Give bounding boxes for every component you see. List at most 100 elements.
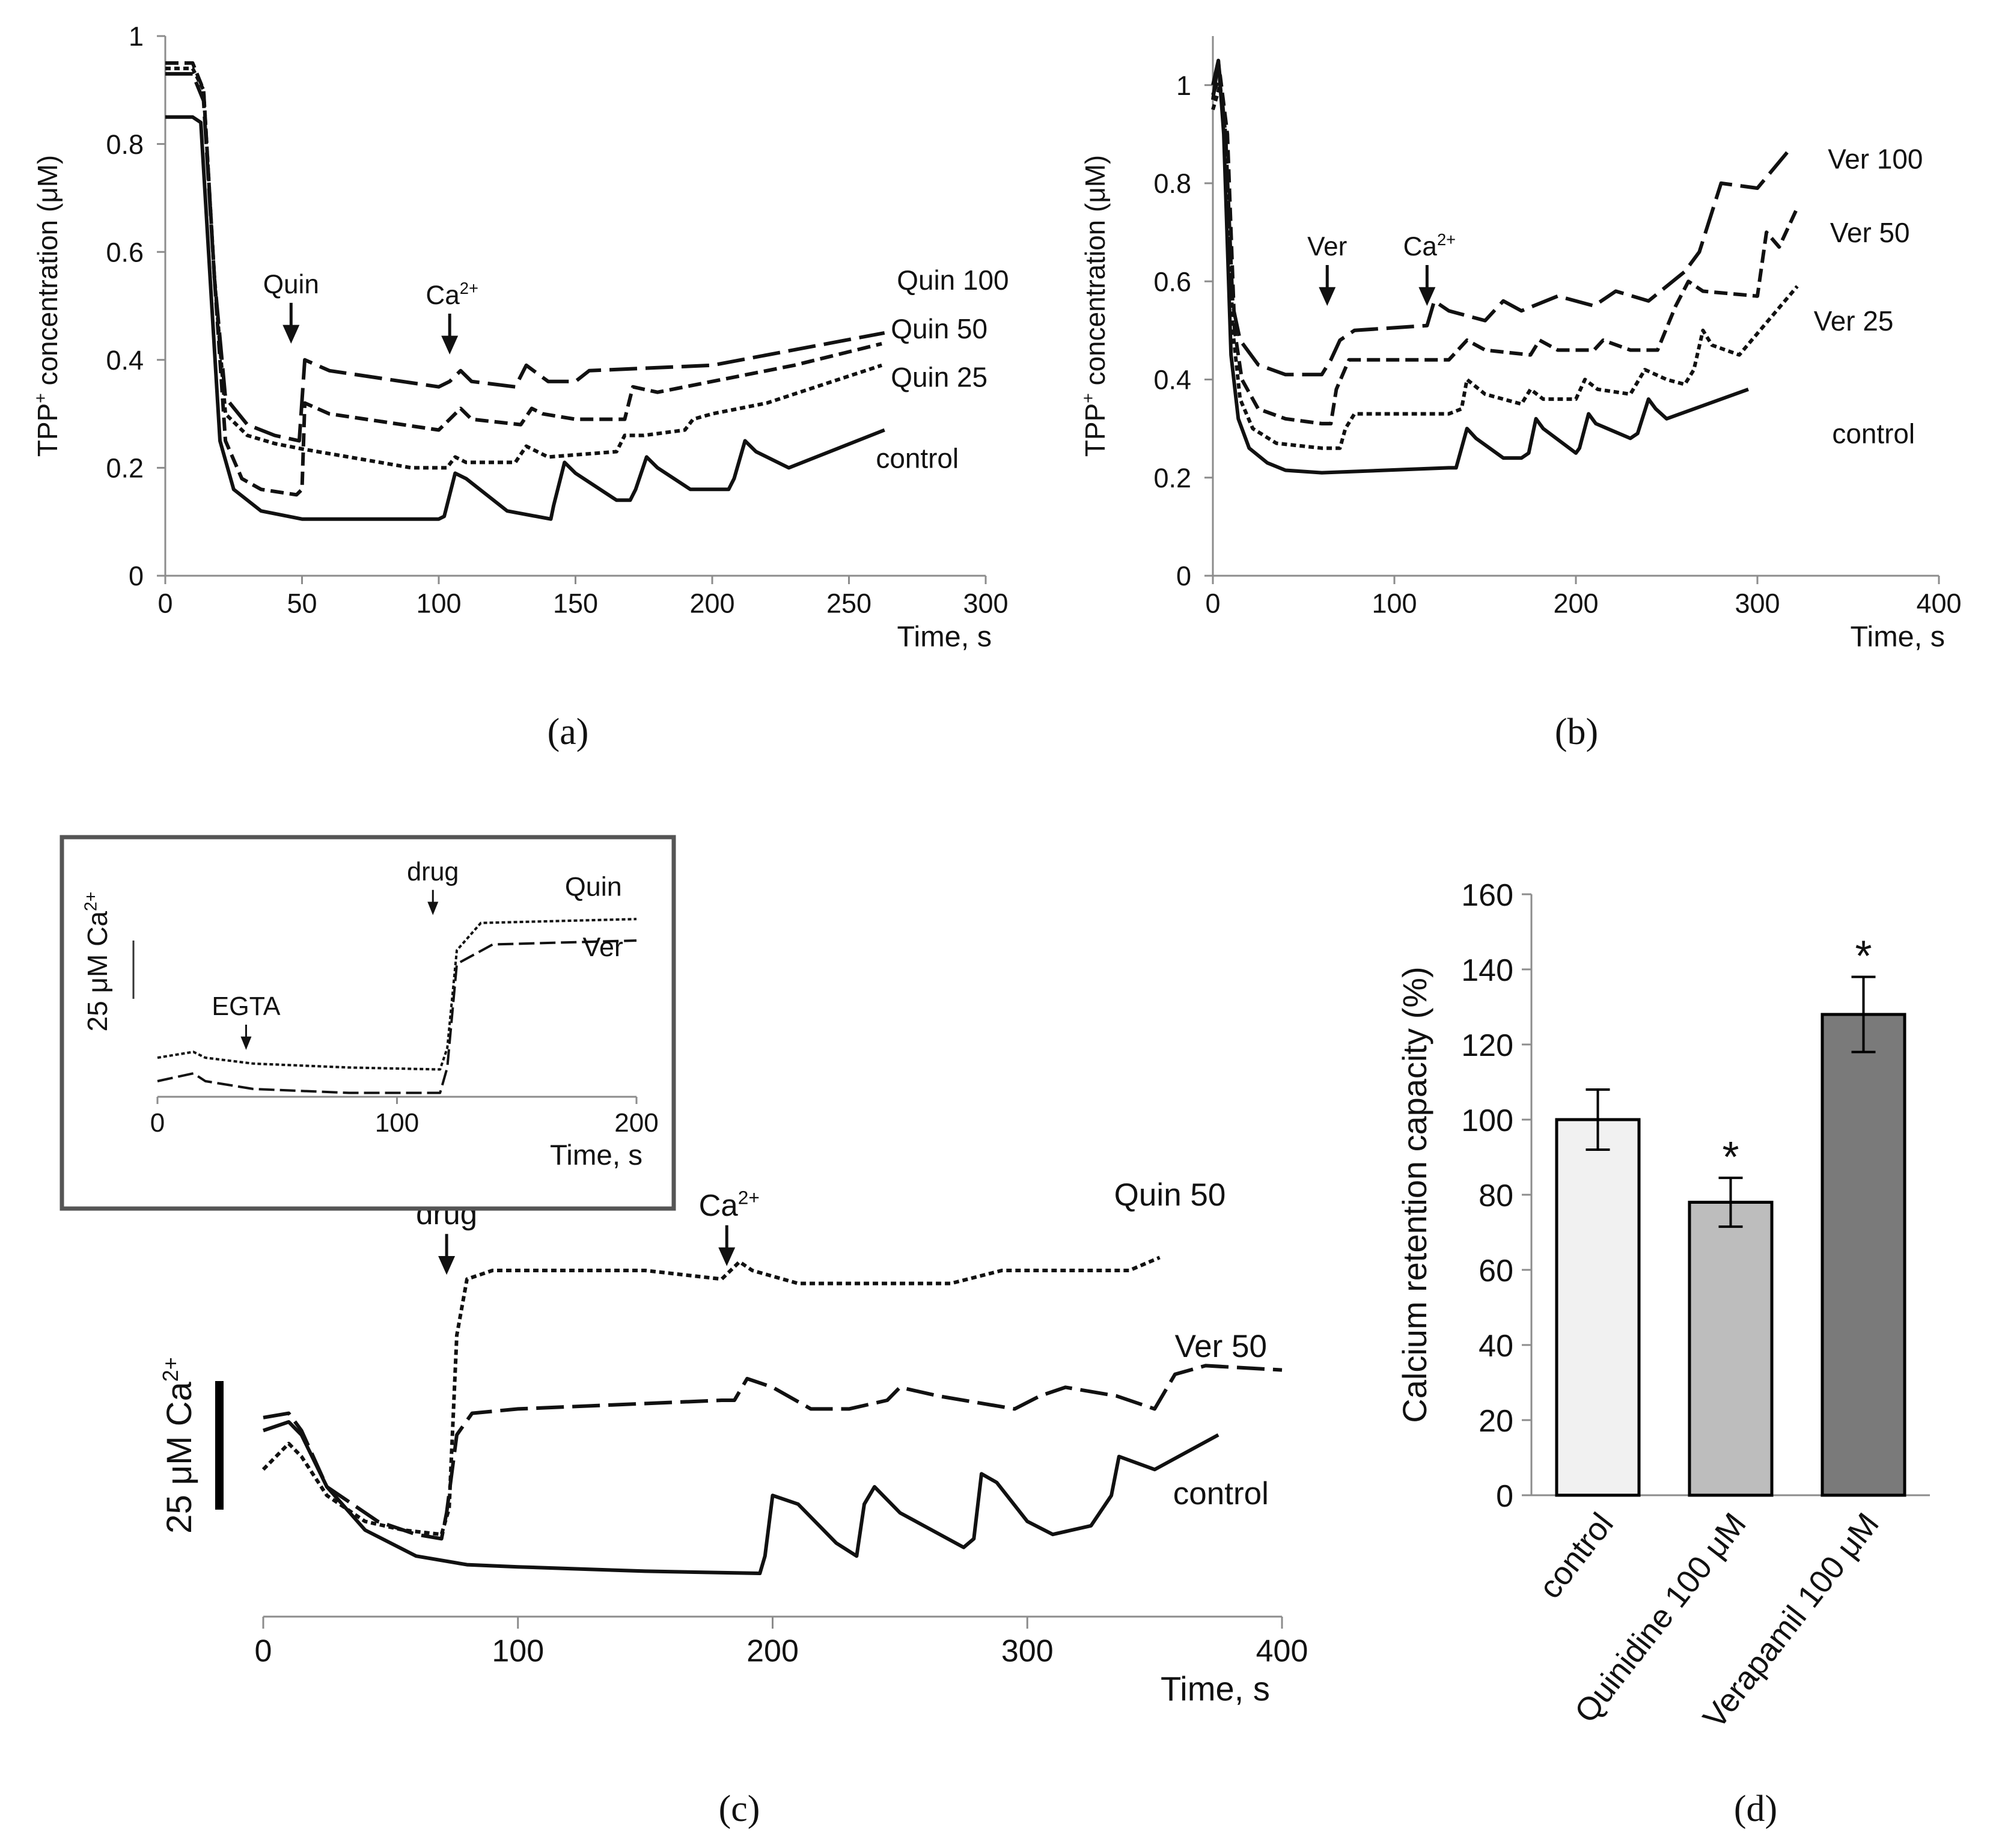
annotation-arrow-head <box>427 901 439 915</box>
series-line-quin-100 <box>165 72 885 443</box>
panel-label: (b) <box>1555 712 1598 752</box>
inset-frame <box>60 835 676 1211</box>
scale-bar-label-main: 25 μM Ca <box>160 1381 199 1533</box>
annotation-arrow-head <box>1418 287 1436 306</box>
annotation-label: EGTA <box>212 992 280 1021</box>
x-tick-label: 150 <box>553 588 598 618</box>
scale-bar-label: 25 μM Ca2+ <box>158 1357 199 1534</box>
series-label: Ver 50 <box>1830 217 1910 248</box>
x-tick-label: 0 <box>157 588 172 618</box>
annotation-arrow-head <box>240 1036 252 1050</box>
series-line-control <box>165 115 885 521</box>
y-axis-title-main: TPP <box>32 403 63 457</box>
y-tick-label: 0.4 <box>1153 365 1191 395</box>
y-tick-label: 0.8 <box>106 129 144 160</box>
x-tick-label: 0 <box>255 1634 272 1669</box>
annotation-label: Ca2+ <box>699 1186 760 1222</box>
series-label: Quin 25 <box>891 362 987 393</box>
y-tick-label: 0 <box>1496 1479 1513 1514</box>
annotation-label: drug <box>407 858 459 886</box>
x-tick-label: 0 <box>150 1108 165 1138</box>
bar <box>1821 1013 1906 1497</box>
series-line-control <box>263 1420 1219 1575</box>
panel-label: (d) <box>1734 1789 1777 1829</box>
series-label: Ver 100 <box>1828 143 1923 174</box>
y-axis-title-main: TPP <box>1079 403 1111 457</box>
series-label: Ver <box>583 932 623 962</box>
y-tick-label: 0.6 <box>106 237 144 267</box>
y-tick-label: 1 <box>1176 70 1191 101</box>
annotation-label-main: Ca <box>1403 232 1438 261</box>
annotation-arrow-head <box>282 325 300 344</box>
annotation-label-sup: 2+ <box>460 279 478 297</box>
series-label: control <box>1832 418 1915 450</box>
series-label: Quin <box>565 871 622 901</box>
y-axis-title-rest: concentration (μM) <box>1079 155 1111 393</box>
x-tick-label: 200 <box>746 1634 799 1669</box>
y-tick-label: 60 <box>1479 1254 1513 1288</box>
y-tick-label: 40 <box>1479 1329 1513 1364</box>
x-tick-label: 300 <box>1735 588 1780 618</box>
bar <box>1555 1118 1641 1497</box>
series-label: Quin 50 <box>1114 1177 1226 1213</box>
x-tick-label: 250 <box>826 588 871 618</box>
y-tick-label: 0 <box>129 561 144 591</box>
y-tick-label: 140 <box>1461 953 1513 988</box>
x-tick-label: 50 <box>287 588 317 618</box>
x-axis-title: Time, s <box>1161 1670 1270 1708</box>
y-tick-label: 0 <box>1176 561 1191 591</box>
series-line-ver-25 <box>1211 83 1799 450</box>
series-line-quin-25 <box>165 66 883 470</box>
series-line-ver <box>157 939 637 1094</box>
y-axis-title-sup: + <box>31 393 50 403</box>
panel-label: (a) <box>548 712 589 752</box>
series-line-ver-50 <box>263 1364 1283 1541</box>
y-tick-label: 1 <box>129 21 144 52</box>
series-label: control <box>1173 1476 1269 1511</box>
x-tick-label: 300 <box>1001 1634 1054 1669</box>
panel-d: 0 20 40 60 80 100 120 140 160 Calcium retention c… <box>1396 878 1930 1829</box>
y-tick-label: 0.2 <box>1153 463 1191 493</box>
scale-bar-label-sup: 2+ <box>158 1357 183 1382</box>
annotation-label-sup: 2+ <box>738 1186 760 1208</box>
x-tick-label: 300 <box>963 588 1008 618</box>
bar <box>1688 1201 1774 1497</box>
x-tick-label: 100 <box>1372 588 1417 618</box>
annotation-label-main: Ca <box>426 281 460 310</box>
x-tick-label: 200 <box>1553 588 1598 618</box>
annotation-arrow-head <box>718 1247 736 1266</box>
x-axis-title: Time, s <box>550 1139 642 1171</box>
series-label: Ver 50 <box>1175 1329 1267 1364</box>
annotation-label: Ver <box>1307 232 1347 261</box>
inset-scale-bar-label-sup: 2+ <box>82 892 101 912</box>
inset-scale-bar-label: 25 μM Ca2+ <box>82 892 113 1032</box>
series-line-quin <box>157 918 637 1071</box>
x-tick-label: 400 <box>1256 1634 1308 1669</box>
annotation-label-main: Ca <box>699 1188 739 1222</box>
inset-scale-bar-label-main: 25 μM Ca <box>82 911 113 1032</box>
annotation-arrow-head <box>438 1256 456 1275</box>
y-tick-label: 160 <box>1461 878 1513 913</box>
x-axis-title: Time, s <box>1851 621 1945 653</box>
panel-label: (c) <box>719 1789 760 1829</box>
series-line-ver-100 <box>1211 58 1792 377</box>
annotation-label: Quin <box>263 270 319 299</box>
x-tick-label: control <box>1532 1506 1620 1605</box>
series-line-ver-50 <box>1211 73 1799 425</box>
series-label: Ver 25 <box>1814 305 1894 337</box>
series-label: Quin 100 <box>897 264 1009 296</box>
series-line-control <box>1211 58 1749 475</box>
annotation-label-sup: 2+ <box>1437 230 1456 249</box>
x-tick-label: 0 <box>1205 588 1220 618</box>
y-tick-label: 100 <box>1461 1103 1513 1138</box>
series-line-quin-50 <box>165 61 882 497</box>
y-axis-title: TPP+ concentration (μM) <box>1079 155 1111 457</box>
y-tick-label: 80 <box>1479 1179 1513 1213</box>
y-axis-title-sup: + <box>1079 393 1098 403</box>
series-line-quin-50 <box>261 1255 1161 1537</box>
y-tick-label: 0.8 <box>1153 168 1191 199</box>
